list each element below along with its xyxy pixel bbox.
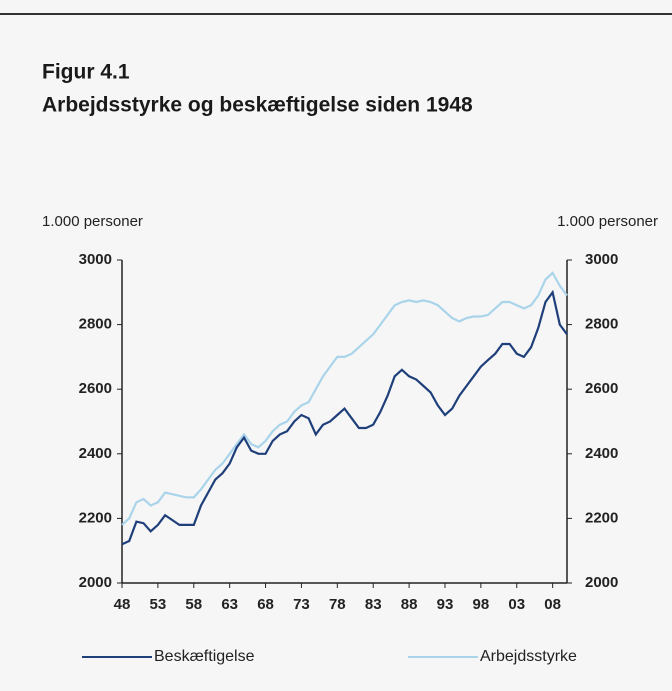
x-tick-label: 68 [257, 596, 274, 613]
x-tick-label: 63 [221, 596, 238, 613]
x-tick-label: 48 [114, 596, 131, 613]
y-axis-label: 1.000 personer [42, 213, 143, 230]
x-tick-label: 53 [150, 596, 167, 613]
series-line [121, 289, 568, 546]
x-tick-label: 88 [401, 596, 418, 613]
y-tick-label: 3000 [79, 251, 112, 268]
y2-tick-label: 2400 [585, 445, 618, 462]
y2-tick-label: 2200 [585, 509, 618, 526]
y2-tick-label: 2600 [585, 380, 618, 397]
y-tick-label: 2200 [79, 509, 112, 526]
x-tick-label: 58 [185, 596, 202, 613]
legend-label: Arbejdsstyrke [480, 648, 577, 665]
y-tick-label: 2600 [79, 380, 112, 397]
y2-tick-label: 3000 [585, 251, 618, 268]
y2-tick-label: 2000 [585, 574, 618, 591]
x-tick-label: 93 [437, 596, 454, 613]
x-tick-label: 08 [544, 596, 561, 613]
x-tick-label: 73 [293, 596, 310, 613]
x-tick-label: 78 [329, 596, 346, 613]
x-tick-label: 83 [365, 596, 382, 613]
y-tick-label: 2800 [79, 316, 112, 333]
legend-label: Beskæftigelse [154, 648, 255, 665]
chart-title: Figur 4.1 [42, 61, 130, 84]
series-line [121, 271, 568, 526]
y2-axis-label: 1.000 personer [557, 213, 658, 230]
chart-subtitle: Arbejdsstyrke og beskæftigelse siden 194… [42, 94, 473, 117]
x-tick-label: 03 [508, 596, 525, 613]
y2-tick-label: 2800 [585, 316, 618, 333]
x-tick-label: 98 [473, 596, 490, 613]
y-tick-label: 2400 [79, 445, 112, 462]
y-tick-label: 2000 [79, 574, 112, 591]
